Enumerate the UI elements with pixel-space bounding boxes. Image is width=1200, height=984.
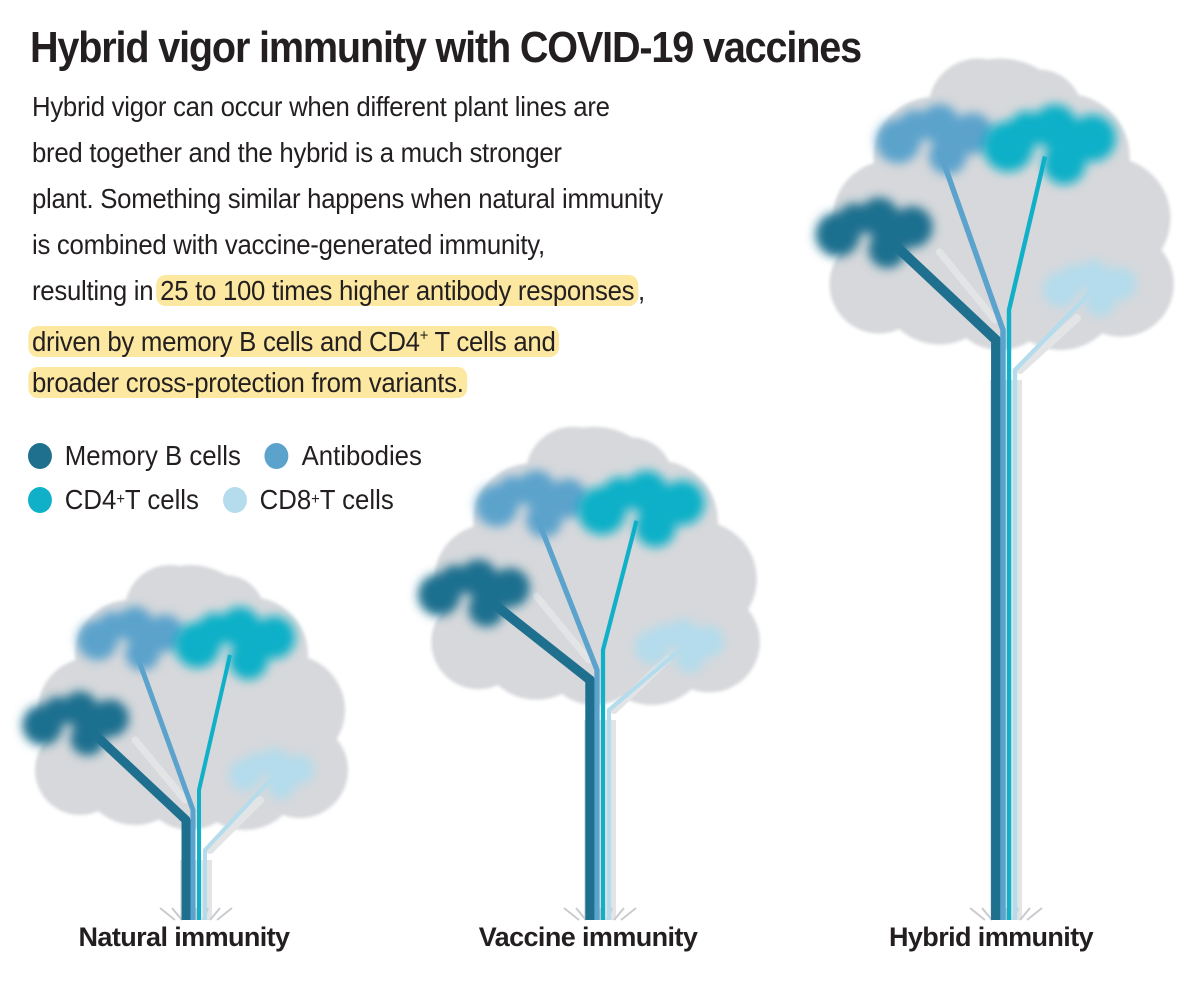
cd4-branch: [600, 520, 639, 920]
highlighted-text: broader cross-protection from variants.: [28, 367, 468, 398]
memory-b-cells-cluster: [815, 197, 933, 269]
intro-text: ,: [637, 275, 645, 306]
grass: [159, 907, 233, 921]
cd8-branch: [203, 773, 277, 920]
superscript: +: [116, 491, 125, 508]
intro-text: resulting in: [32, 275, 161, 306]
side-branch: [1016, 314, 1081, 374]
antibodies-cluster: [77, 606, 184, 671]
highlighted-text: 25 to 100 times higher antibody response…: [156, 275, 638, 306]
intro-line: Hybrid vigor can occur when different pl…: [32, 91, 610, 122]
cd4-branch: [1006, 155, 1048, 920]
memory-b-branch: [86, 726, 191, 920]
cd4-t-cells-cluster: [174, 606, 296, 680]
antibodies-cluster: [475, 470, 588, 538]
legend-label: T cells: [124, 484, 199, 515]
tree-natural: [22, 565, 348, 921]
memory-b-branch: [485, 596, 595, 920]
antibodies-branch: [936, 150, 1006, 920]
superscript: +: [311, 491, 320, 508]
side-branch: [532, 592, 593, 664]
antibodies-branch: [533, 514, 600, 920]
legend-label: T cells: [319, 484, 394, 515]
cd8-swatch: [222, 487, 247, 513]
cd8-branch: [1012, 287, 1096, 920]
legend-item-cd8: CD8 + T cells: [222, 484, 394, 516]
grass: [563, 907, 637, 921]
legend: Memory B cells Antibodies CD4 + T cells C…: [28, 434, 446, 522]
cd8-t-cells-cluster: [634, 618, 725, 673]
side-branch: [131, 736, 189, 804]
tree-vaccine: [417, 426, 760, 921]
intro-text: T cells and: [428, 326, 556, 358]
legend-label: CD4: [64, 484, 117, 515]
intro-line: plant. Something similar happens when na…: [32, 183, 663, 214]
natural-immunity-label: Natural immunity: [78, 922, 291, 952]
cd8-t-cells-cluster: [1042, 259, 1137, 317]
legend-label: CD8: [259, 484, 312, 515]
memory-b-branch: [885, 235, 1001, 920]
legend-label: Antibodies: [301, 440, 422, 471]
antibodies-swatch: [264, 443, 289, 469]
intro-text: driven by memory B cells and CD4: [32, 326, 420, 358]
side-branch: [206, 796, 264, 854]
intro-paragraph: Hybrid vigor can occur when different pl…: [28, 84, 663, 406]
intro-line: bred together and the hybrid is a much s…: [32, 137, 562, 168]
intro-line: broader cross-protection from variants.: [28, 360, 663, 406]
intro-line: resulting in 25 to 100 times higher anti…: [32, 268, 663, 314]
cd8-t-cells-cluster: [228, 748, 315, 800]
legend-row: Memory B cells Antibodies: [28, 434, 446, 478]
memory-b-swatch: [28, 443, 52, 469]
cd4-t-cells-cluster: [983, 104, 1116, 185]
legend-item-cd4: CD4 + T cells: [28, 484, 199, 516]
superscript: +: [419, 328, 429, 345]
cd8-branch: [606, 645, 685, 920]
antibodies-cluster: [875, 103, 994, 175]
highlighted-text: driven by memory B cells and CD4+ T cell…: [28, 326, 560, 358]
legend-item-antibodies: Antibodies: [264, 440, 422, 472]
intro-line: driven by memory B cells and CD4+ T cell…: [28, 314, 663, 360]
legend-label: Memory B cells: [64, 440, 241, 471]
page-title: Hybrid vigor immunity with COVID-19 vacc…: [30, 23, 862, 72]
cd4-branch: [197, 654, 232, 920]
vaccine-immunity-label: Vaccine immunity: [478, 922, 698, 952]
antibodies-branch: [132, 649, 196, 920]
side-branch: [936, 248, 999, 324]
cd4-swatch: [28, 487, 52, 513]
intro-line: is combined with vaccine-generated immun…: [32, 229, 545, 260]
tree-hybrid: [815, 58, 1174, 921]
legend-item-memory-b: Memory B cells: [28, 440, 241, 472]
cd4-t-cells-cluster: [577, 470, 705, 548]
memory-b-cells-cluster: [22, 691, 129, 756]
legend-row: CD4 + T cells CD8 + T cells: [28, 478, 446, 522]
memory-b-cells-cluster: [417, 559, 530, 627]
grass: [969, 907, 1043, 921]
hybrid-immunity-label: Hybrid immunity: [888, 922, 1094, 952]
